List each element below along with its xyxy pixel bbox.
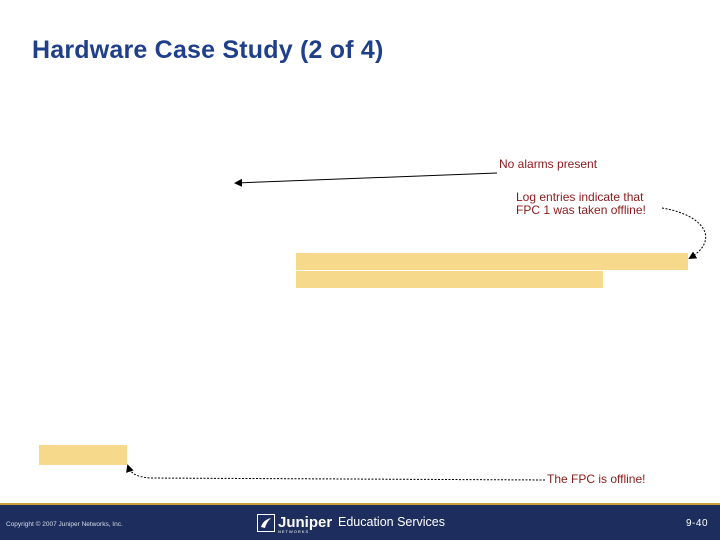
highlight-log-entry-1	[296, 253, 688, 270]
juniper-logo-icon	[257, 514, 275, 532]
highlight-log-entry-2	[296, 271, 603, 288]
callout-log-line-2: FPC 1 was taken offline!	[516, 203, 646, 217]
page-number: 9-40	[685, 518, 708, 529]
callout-no-alarms: No alarms present	[499, 157, 598, 171]
footer-accent-line	[0, 503, 720, 505]
callout-fpc-offline: The FPC is offline!	[547, 472, 646, 486]
footer-bar: Copyright © 2007 Juniper Networks, Inc. …	[0, 505, 720, 540]
education-services-label: Education Services	[338, 515, 446, 529]
logo-subtext: NETWORKS	[278, 529, 310, 534]
arrow-no-alarms	[234, 172, 498, 187]
highlight-fpc-status	[39, 445, 127, 465]
arrow-log-entries	[661, 207, 707, 260]
logo-text: Juniper	[278, 514, 333, 531]
arrow-fpc-offline	[126, 464, 546, 481]
slide-title: Hardware Case Study (2 of 4)	[32, 36, 384, 64]
callout-log-line-1: Log entries indicate that	[516, 190, 644, 204]
copyright-text: Copyright © 2007 Juniper Networks, Inc.	[6, 521, 123, 528]
